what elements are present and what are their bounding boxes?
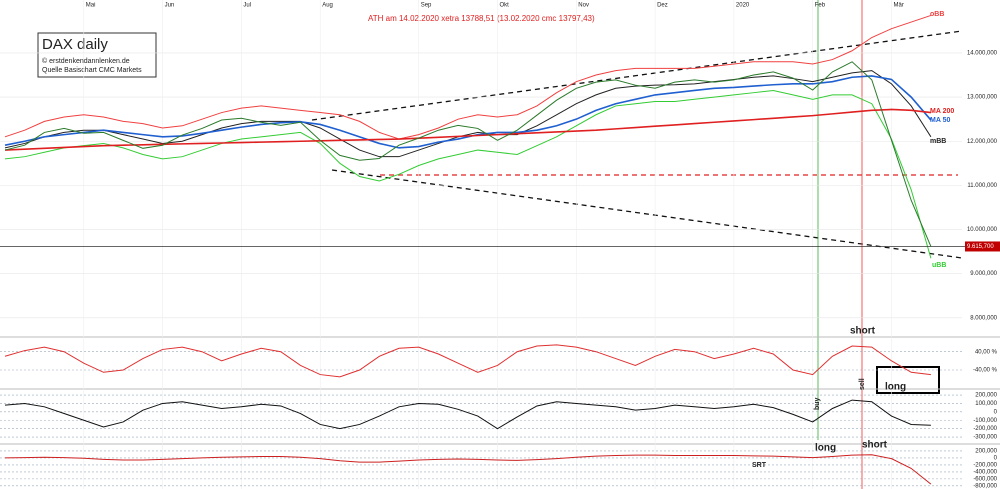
annotation: long (885, 382, 906, 393)
annotation: long (815, 443, 836, 454)
y-tick-label: 0 (994, 409, 998, 415)
x-tick-label: Jul (243, 3, 251, 9)
y-tick-label: 40,00 % (975, 349, 998, 355)
y-tick-label: 8.000,000 (970, 315, 997, 321)
x-tick-label: 2020 (736, 3, 750, 9)
annotation: SRT (752, 462, 767, 469)
series-label: uBB (932, 262, 946, 269)
x-tick-label: Nov (578, 3, 589, 9)
series-line (4, 399, 931, 430)
y-tick-label: 200,000 (975, 449, 997, 455)
y-tick-label: -200,000 (973, 426, 997, 432)
series-line (4, 108, 931, 151)
y-tick-label: -100,000 (973, 418, 997, 424)
headline: ATH am 14.02.2020 xetra 13788,51 (13.02.… (368, 14, 595, 23)
series-line (4, 454, 932, 485)
x-tick-label: Mär (894, 3, 904, 9)
y-tick-label: -600,000 (973, 476, 997, 482)
x-tick-label: Sep (421, 3, 432, 9)
x-tick-label: Mai (86, 3, 96, 9)
x-tick-label: Okt (500, 3, 510, 9)
series-line (4, 75, 932, 149)
y-tick-label: 0 (994, 455, 998, 461)
y-tick-label: 9.000,000 (970, 271, 997, 277)
y-tick-label: 12.000,000 (967, 139, 998, 145)
y-tick-label: -800,000 (973, 483, 997, 489)
subtitle: Quelle Basischart CMC Markets (42, 67, 142, 74)
annotation: short (850, 326, 876, 337)
series-line (4, 61, 932, 247)
y-tick-label: 11.000,000 (967, 183, 997, 189)
series-label: mBB (930, 138, 946, 145)
annotation-box (876, 366, 940, 394)
x-tick-label: Aug (322, 3, 333, 9)
last-price-box (965, 241, 1000, 252)
subtitle: © erstdenkendannlenken.de (42, 57, 130, 65)
annotation: short (862, 440, 888, 451)
annotation: buy (814, 397, 821, 410)
trend-line (331, 169, 963, 259)
series-label: oBB (930, 11, 944, 18)
series-line (4, 89, 932, 259)
x-tick-label: Jun (165, 3, 175, 9)
series-line (4, 344, 931, 378)
y-tick-label: 13.000,000 (967, 95, 998, 101)
y-tick-label: 200,000 (975, 393, 997, 399)
y-tick-label: 10.000,000 (967, 227, 998, 233)
y-tick-label: 100,000 (975, 401, 997, 407)
chart-title: DAX daily (42, 36, 108, 53)
series-line (4, 70, 932, 158)
series-line (4, 14, 932, 140)
title-box (37, 32, 157, 78)
last-price-label: 9.615,700 (967, 244, 994, 250)
y-tick-label: -400,000 (973, 469, 997, 475)
y-tick-label: 14.000,000 (967, 51, 998, 57)
y-tick-label: -200,000 (973, 462, 997, 468)
series-label: MA 50 (930, 117, 950, 124)
annotation: sell (859, 378, 866, 390)
x-tick-label: Feb (815, 3, 826, 9)
trend-line (311, 30, 963, 121)
x-tick-label: Dez (657, 3, 668, 9)
y-tick-label: -300,000 (973, 435, 997, 441)
y-tick-label: -40,00 % (973, 368, 998, 374)
series-label: MA 200 (930, 108, 954, 115)
